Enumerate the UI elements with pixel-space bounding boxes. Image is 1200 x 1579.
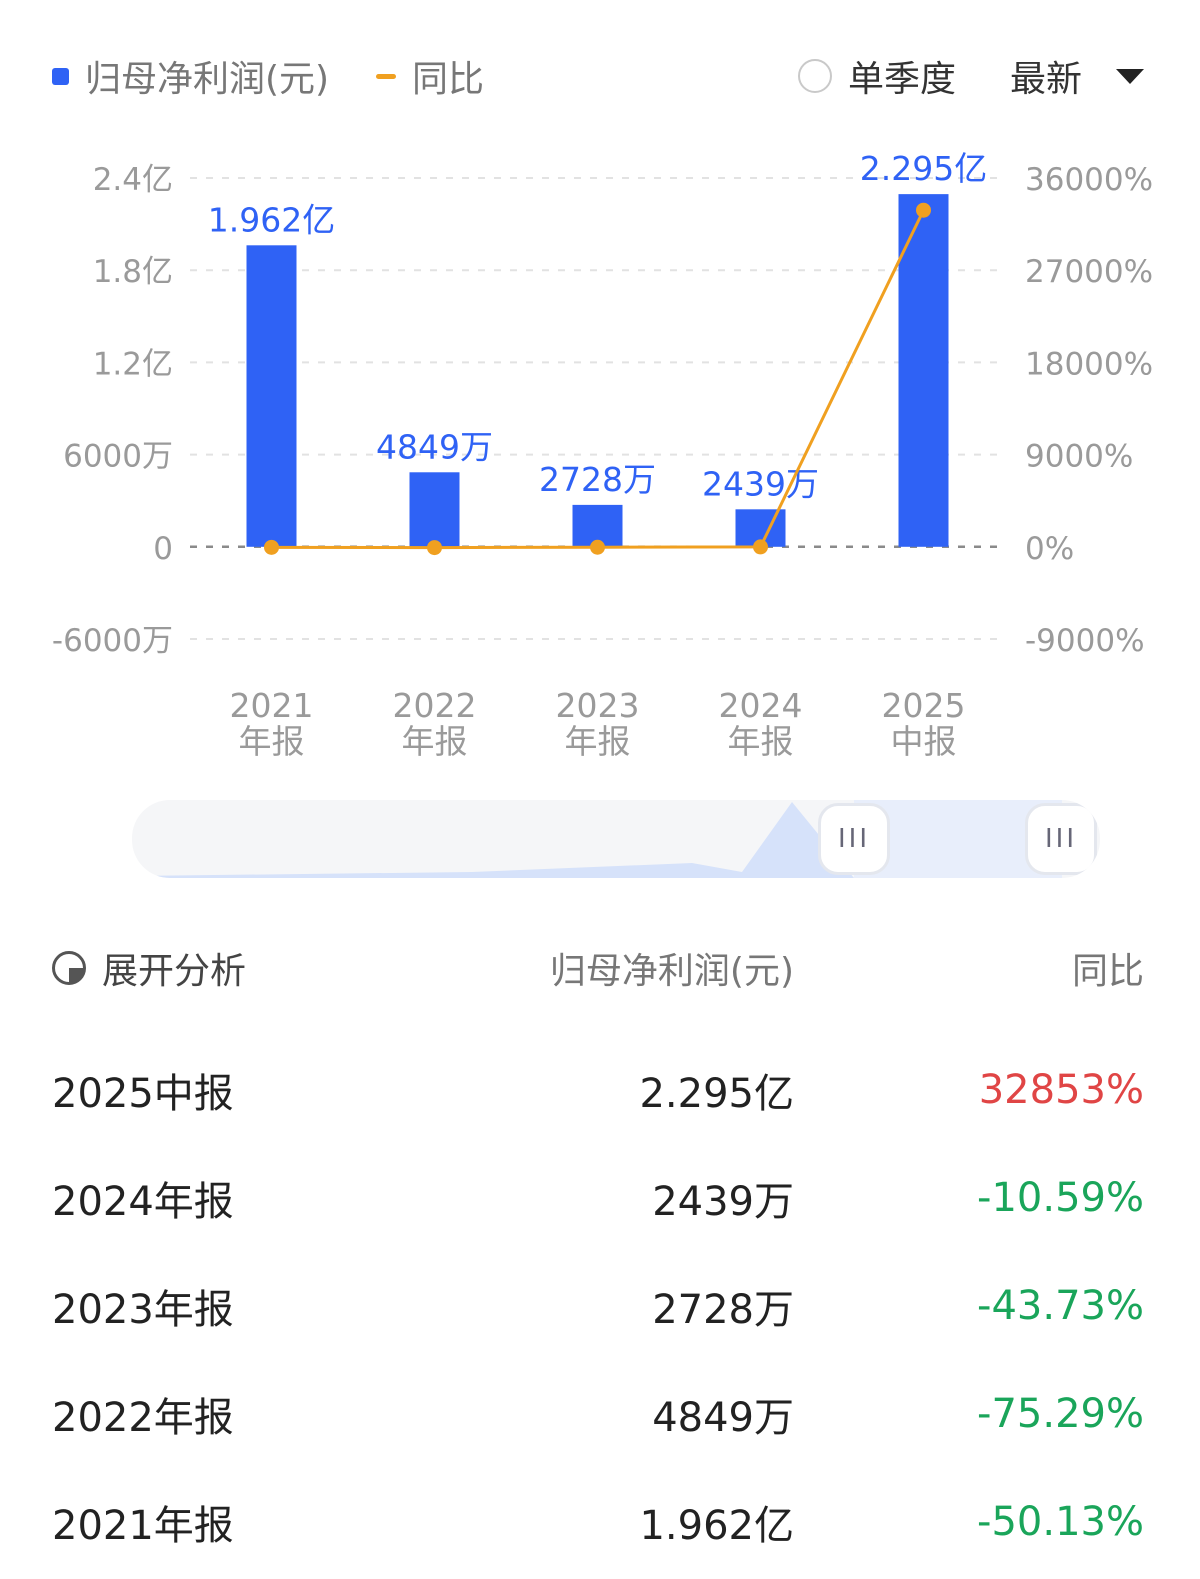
range-slider[interactable]: III III xyxy=(132,800,1100,878)
bar xyxy=(898,194,949,547)
profit-chart: 2.4亿 1.8亿 1.2亿 6000万 0 -6000万 36000% 27000% 1800… xyxy=(52,149,1153,761)
right-tick-label: 0% xyxy=(1025,531,1074,567)
x-tick-label: 中报 xyxy=(891,722,957,761)
table-header: 展开分析 归母净利润(元) 同比 xyxy=(52,930,1144,1006)
row-period: 2023年报 xyxy=(52,1287,234,1333)
x-tick-label: 年报 xyxy=(565,722,631,761)
table-row[interactable]: 2023年报 2728万 -43.73% xyxy=(52,1252,1144,1360)
single-quarter-label: 单季度 xyxy=(848,59,957,100)
x-tick-label: 2023 xyxy=(556,686,640,725)
net-profit-swatch xyxy=(52,67,69,85)
right-tick-label: 27000% xyxy=(1025,254,1153,290)
x-tick-label: 年报 xyxy=(239,722,305,761)
single-quarter-toggle[interactable]: 单季度 xyxy=(798,48,956,104)
slider-left-handle[interactable]: III xyxy=(818,803,890,875)
left-tick-label: 6000万 xyxy=(63,439,173,475)
left-tick-label: -6000万 xyxy=(52,623,173,659)
row-period: 2024年报 xyxy=(52,1179,234,1225)
row-period: 2025中报 xyxy=(52,1071,234,1117)
yoy-point xyxy=(427,540,442,556)
table-row[interactable]: 2021年报 1.962亿 -50.13% xyxy=(52,1468,1144,1576)
legend-net-profit-label: 归母净利润(元) xyxy=(85,59,330,100)
right-tick-label: 36000% xyxy=(1025,162,1153,198)
bar-value-label: 2439万 xyxy=(702,464,819,503)
bar-value-label: 1.962亿 xyxy=(208,200,335,239)
profit-table: 展开分析 归母净利润(元) 同比 2025中报 2.295亿 32853% 2024年… xyxy=(52,930,1144,1576)
col-header-value: 归母净利润(元) xyxy=(549,951,794,992)
left-tick-label: 0 xyxy=(153,531,173,567)
x-tick-label: 2021 xyxy=(230,686,314,725)
bar-value-label: 4849万 xyxy=(376,427,493,466)
latest-dropdown[interactable]: 最新 xyxy=(1010,48,1144,104)
legend-yoy-label: 同比 xyxy=(412,59,485,100)
left-tick-label: 2.4亿 xyxy=(93,162,173,198)
caret-down-icon[interactable] xyxy=(1116,68,1144,84)
table-row[interactable]: 2025中报 2.295亿 32853% xyxy=(52,1036,1144,1144)
radio-icon[interactable] xyxy=(798,59,832,93)
row-value: 2.295亿 xyxy=(639,1071,794,1117)
bar-value-label: 2728万 xyxy=(539,460,656,499)
right-tick-label: 18000% xyxy=(1025,346,1153,382)
row-value: 1.962亿 xyxy=(639,1503,794,1549)
bar-value-label: 2.295亿 xyxy=(860,149,987,188)
right-tick-label: 9000% xyxy=(1025,439,1133,475)
expand-analysis-label: 展开分析 xyxy=(102,951,247,992)
yoy-swatch xyxy=(376,73,396,79)
x-tick-label: 2024 xyxy=(719,686,803,725)
left-tick-label: 1.2亿 xyxy=(93,346,173,382)
legend-net-profit[interactable]: 归母净利润(元) xyxy=(52,48,329,104)
x-tick-label: 2022 xyxy=(393,686,477,725)
x-tick-label: 年报 xyxy=(728,722,794,761)
row-yoy: 32853% xyxy=(978,1067,1144,1113)
yoy-point xyxy=(753,539,768,555)
row-value: 2728万 xyxy=(652,1287,794,1333)
table-body: 2025中报 2.295亿 32853% 2024年报 2439万 -10.59% 2023… xyxy=(52,1036,1144,1576)
expand-analysis-button[interactable]: 展开分析 xyxy=(52,930,246,1006)
row-value: 2439万 xyxy=(652,1179,794,1225)
pie-chart-icon xyxy=(52,951,86,985)
x-tick-label: 2025 xyxy=(882,686,966,725)
row-yoy: -75.29% xyxy=(977,1391,1144,1437)
slider-right-handle[interactable]: III xyxy=(1025,803,1097,875)
bar xyxy=(409,472,460,547)
latest-label: 最新 xyxy=(1009,59,1082,100)
table-row[interactable]: 2022年报 4849万 -75.29% xyxy=(52,1360,1144,1468)
row-yoy: -10.59% xyxy=(977,1175,1144,1221)
legend-yoy[interactable]: 同比 xyxy=(376,48,484,104)
yoy-point xyxy=(590,539,605,555)
bar xyxy=(246,245,297,547)
left-tick-label: 1.8亿 xyxy=(93,254,173,290)
row-period: 2021年报 xyxy=(52,1503,234,1549)
row-value: 4849万 xyxy=(652,1395,794,1441)
yoy-point xyxy=(916,202,931,218)
table-row[interactable]: 2024年报 2439万 -10.59% xyxy=(52,1144,1144,1252)
chart-legend: 归母净利润(元) 同比 单季度 最新 xyxy=(52,48,1144,104)
col-header-yoy: 同比 xyxy=(1071,951,1144,992)
x-tick-label: 年报 xyxy=(402,722,468,761)
row-yoy: -43.73% xyxy=(977,1283,1144,1329)
row-yoy: -50.13% xyxy=(977,1499,1144,1545)
right-tick-label: -9000% xyxy=(1025,623,1145,659)
row-period: 2022年报 xyxy=(52,1395,234,1441)
yoy-point xyxy=(264,539,279,555)
